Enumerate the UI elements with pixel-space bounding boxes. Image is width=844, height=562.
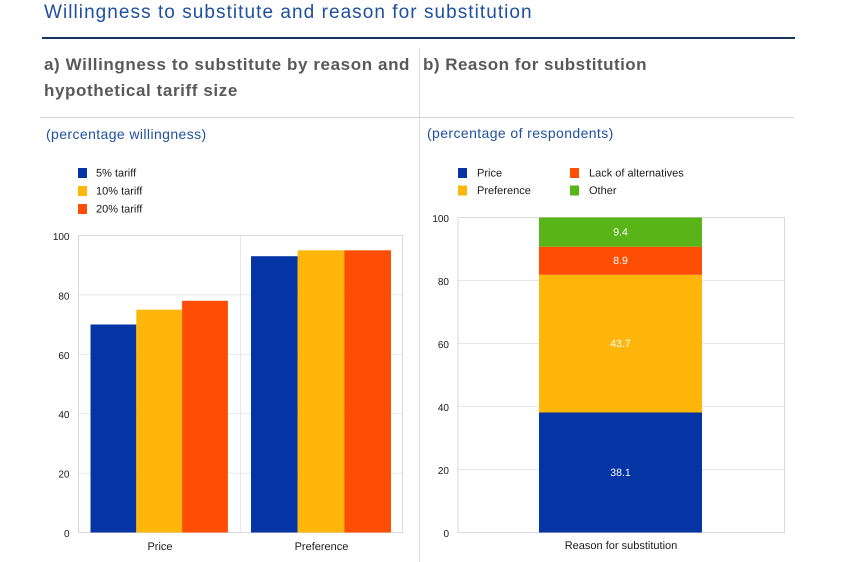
svg-text:100: 100 [53,232,70,243]
svg-text:20% tariff: 20% tariff [96,204,143,216]
svg-text:Reason for substitution: Reason for substitution [565,540,678,552]
svg-text:38.1: 38.1 [610,467,631,479]
svg-text:8.9: 8.9 [613,255,628,267]
svg-text:60: 60 [58,351,70,362]
svg-text:60: 60 [438,340,450,351]
svg-text:Preference: Preference [477,185,531,197]
svg-text:5% tariff: 5% tariff [96,168,137,180]
svg-text:40: 40 [438,403,450,414]
svg-text:0: 0 [64,529,70,540]
svg-text:40: 40 [58,410,70,421]
svg-text:43.7: 43.7 [610,338,631,350]
svg-text:Other: Other [589,185,617,197]
svg-text:20: 20 [438,466,450,477]
svg-text:Preference: Preference [295,541,349,553]
svg-text:10% tariff: 10% tariff [96,186,143,198]
svg-text:100: 100 [432,214,449,225]
svg-text:80: 80 [438,277,450,288]
svg-text:Price: Price [147,541,172,553]
svg-text:80: 80 [58,291,70,302]
svg-text:9.4: 9.4 [613,227,628,239]
svg-text:0: 0 [443,529,449,540]
svg-text:Lack of alternatives: Lack of alternatives [589,168,684,180]
svg-text:20: 20 [58,470,70,481]
svg-text:Price: Price [477,168,502,180]
